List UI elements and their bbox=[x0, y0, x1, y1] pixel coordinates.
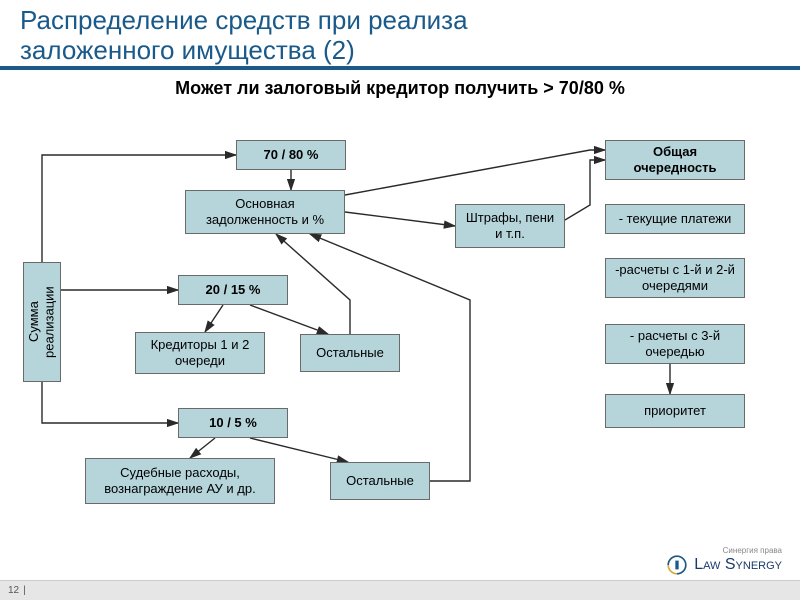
arrow-main-to-order bbox=[345, 150, 605, 195]
arrow-sum-to-p20 bbox=[42, 290, 178, 292]
arrow-sum-to-p10 bbox=[42, 382, 178, 423]
box-rest1: Остальные bbox=[300, 334, 400, 372]
box-calc3: - расчеты с 3-й очередью bbox=[605, 324, 745, 364]
box-calc12: -расчеты с 1-й и 2-й очередями bbox=[605, 258, 745, 298]
logo: Синергия права Law Synergy bbox=[666, 554, 782, 576]
arrow-p20-to-rest1 bbox=[250, 305, 328, 334]
logo-text: Law Synergy bbox=[694, 556, 782, 574]
arrow-main-to-fines bbox=[345, 212, 455, 226]
box-sum: Сумма реализации bbox=[23, 262, 61, 382]
footer-bar: 12 | bbox=[0, 580, 800, 600]
arrow-p10-to-court bbox=[190, 438, 215, 458]
box-order: Общая очередность bbox=[605, 140, 745, 180]
box-priority: приоритет bbox=[605, 394, 745, 428]
box-p70: 70 / 80 % bbox=[236, 140, 346, 170]
box-cred12: Кредиторы 1 и 2 очереди bbox=[135, 332, 265, 374]
logo-tagline: Синергия права bbox=[723, 546, 782, 555]
box-p20: 20 / 15 % bbox=[178, 275, 288, 305]
box-rest2: Остальные bbox=[330, 462, 430, 500]
arrow-p20-to-cred12 bbox=[205, 305, 223, 332]
box-p10: 10 / 5 % bbox=[178, 408, 288, 438]
box-main: Основная задолженность и % bbox=[185, 190, 345, 234]
arrows-layer bbox=[0, 0, 800, 600]
box-cur: - текущие платежи bbox=[605, 204, 745, 234]
box-fines: Штрафы, пени и т.п. bbox=[455, 204, 565, 248]
logo-icon bbox=[666, 554, 688, 576]
page-number: 12 bbox=[8, 585, 19, 596]
arrow-fines-to-order bbox=[565, 160, 605, 220]
box-court: Судебные расходы, вознаграждение АУ и др… bbox=[85, 458, 275, 504]
